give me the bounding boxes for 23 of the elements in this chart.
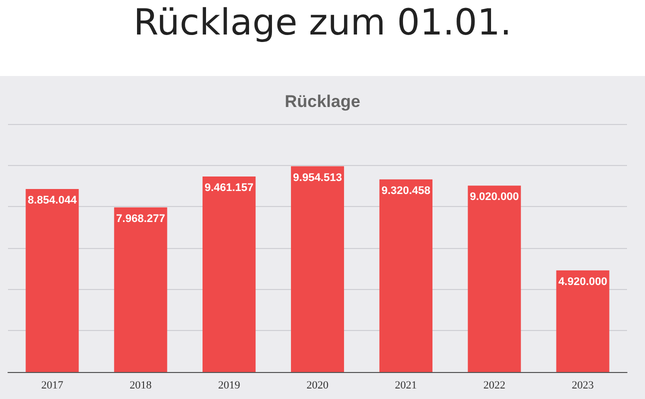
bar <box>290 166 344 372</box>
x-tick-label: 2017 <box>41 380 64 392</box>
data-label: 9.461.157 <box>204 182 254 194</box>
data-label: 4.920.000 <box>558 276 608 288</box>
data-label: 7.968.277 <box>116 212 166 225</box>
data-label: 9.954.513 <box>293 172 342 184</box>
x-tick-label: 2018 <box>130 380 152 392</box>
chart-title: Rücklage zum 01.01. <box>133 2 512 44</box>
x-tick-label: 2020 <box>306 380 329 392</box>
x-tick-label: 2019 <box>218 380 241 392</box>
data-label: 8.854.044 <box>28 194 78 207</box>
x-tick-label: 2022 <box>483 380 506 392</box>
chart-subtitle: Rücklage <box>284 92 360 111</box>
bar <box>202 176 256 372</box>
bar <box>114 207 168 372</box>
bar <box>26 189 79 372</box>
data-label: 9.020.000 <box>470 191 519 204</box>
bar <box>468 186 521 372</box>
x-tick-label: 2023 <box>572 380 594 392</box>
bar <box>556 270 610 372</box>
bar <box>379 179 432 372</box>
data-label: 9.320.458 <box>381 184 430 197</box>
x-tick-label: 2021 <box>394 380 417 392</box>
